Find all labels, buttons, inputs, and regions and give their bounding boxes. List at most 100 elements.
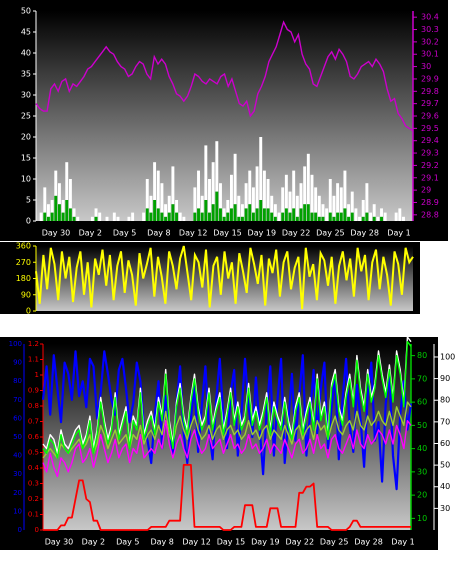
- gust-bar: [57, 183, 61, 221]
- chart1-left-tick-label: 45: [21, 28, 31, 37]
- gust-bar: [380, 208, 383, 221]
- chart3-left-inner-tick-label: 1.1: [28, 356, 39, 364]
- gust-bar: [350, 191, 354, 221]
- chart1-x-tick-label: Day 5: [113, 229, 136, 238]
- wind-bar: [361, 216, 365, 221]
- gust-bar: [365, 183, 369, 221]
- wind-bar: [171, 204, 175, 221]
- gust-bar: [277, 212, 281, 221]
- chart3-x-tick-label: Day 12: [182, 538, 211, 547]
- gust-bar: [292, 170, 296, 221]
- gust-bar: [255, 166, 259, 221]
- chart3-left-inner-tick-label: 0.1: [28, 511, 39, 519]
- wind-bar: [273, 216, 277, 221]
- chart3-right-inner-tick-label: 70: [417, 374, 427, 383]
- chart3-left-inner-tick-label: 0.5: [28, 449, 39, 457]
- rain-line: [43, 463, 411, 531]
- wind-bar: [219, 208, 222, 221]
- gust-bar: [288, 191, 292, 221]
- wind-bar: [244, 208, 248, 221]
- chart3-right-inner-tick-label: 30: [417, 467, 427, 476]
- chart3-left-inner-tick-label: 0.8: [28, 402, 39, 410]
- wind-bar: [255, 208, 259, 221]
- gust-bar: [131, 212, 135, 221]
- gust-bar: [65, 162, 69, 221]
- chart1-x-tick-label: Day 8: [147, 229, 170, 238]
- humidity-line: [41, 350, 413, 491]
- chart3-left-inner-tick-label: 0.3: [28, 480, 39, 488]
- wind-bar: [288, 212, 292, 221]
- chart1-x-tick-label: Day 22: [282, 229, 311, 238]
- gust-bar: [237, 195, 241, 221]
- gust-bar: [317, 195, 321, 221]
- chart1-right-tick-label: 29.4: [421, 136, 439, 145]
- wind-bar: [229, 208, 233, 221]
- wind-bar: [372, 216, 376, 221]
- gust-bar: [160, 183, 164, 221]
- gust-bar: [295, 195, 299, 221]
- chart1-x-tick-label: Day 25: [316, 229, 345, 238]
- wind-bar: [200, 212, 204, 221]
- gust-bar: [193, 187, 197, 221]
- wind-bar: [343, 208, 347, 221]
- chart3-right-inner-tick-label: 80: [417, 351, 427, 360]
- wind-bar: [350, 212, 354, 221]
- gust-bar: [175, 200, 179, 221]
- wind-bar: [50, 212, 54, 221]
- pressure-line: [35, 20, 414, 132]
- gust-bar: [394, 212, 398, 221]
- chart1-left-tick-label: 25: [21, 112, 31, 121]
- chart3-left-outer-tick-label: 40: [13, 452, 22, 460]
- wind-bar: [153, 200, 157, 221]
- wind-bar: [299, 208, 303, 221]
- chart1-right-tick-label: 29.3: [421, 149, 439, 158]
- chart3-x-tick-label: Day 30: [45, 538, 74, 547]
- chart1-x-tick-label: Day 19: [248, 229, 277, 238]
- gust-bar: [39, 212, 43, 221]
- gust-bar: [76, 216, 80, 221]
- chart3-left-outer-tick-label: 80: [13, 377, 22, 385]
- wind-bar: [347, 216, 351, 221]
- chart1-left-tick-label: 35: [21, 70, 31, 79]
- wind-bar: [222, 216, 226, 221]
- gust-bar: [226, 200, 230, 221]
- chart3-x-tick-label: Day 1: [391, 538, 414, 547]
- chart3-left-outer-tick-label: 10: [13, 507, 22, 515]
- chart2-left-tick-label: 180: [16, 274, 31, 283]
- wind-bar: [328, 212, 332, 221]
- gust-bar: [72, 208, 76, 221]
- wind-bar: [193, 212, 197, 221]
- wind-bar: [270, 212, 274, 221]
- gust-bar: [299, 183, 303, 221]
- gust-bar: [156, 170, 160, 221]
- chart1-left-tick-label: 5: [26, 196, 31, 205]
- chart3-x-tick-label: Day 22: [286, 538, 315, 547]
- gust-bar: [325, 208, 329, 221]
- gust-bar: [153, 162, 157, 221]
- gust-bar: [164, 204, 168, 221]
- gust-bar: [229, 174, 233, 221]
- chart3-left-outer-tick-label: 50: [13, 433, 22, 441]
- wind-bar: [204, 200, 208, 221]
- chart1-x-tick-label: Day 1: [387, 229, 410, 238]
- heatindex-line: [42, 336, 412, 454]
- chart3-right-outer-tick-label: 60: [440, 439, 450, 448]
- wind-bar: [292, 208, 296, 221]
- chart3-right-inner-tick-label: 60: [417, 398, 427, 407]
- chart1-left-tick-label: 30: [21, 91, 31, 100]
- chart1-left-tick-label: 15: [21, 154, 31, 163]
- chart3-x-tick-label: Day 25: [320, 538, 349, 547]
- chart3-left-outer-tick-label: 90: [13, 359, 22, 367]
- wind-bar: [226, 212, 230, 221]
- chart3-left-inner-tick-label: 1: [35, 371, 39, 379]
- gust-bar: [68, 179, 72, 221]
- wind-bar: [336, 212, 340, 221]
- wind-bar: [54, 195, 58, 221]
- gust-bar: [43, 187, 47, 221]
- gust-bar: [376, 216, 380, 221]
- gust-bar: [116, 216, 120, 221]
- wind-direction-chart: 0 90 180 270 360: [0, 242, 420, 316]
- gust-bar: [369, 212, 373, 221]
- chart1-x-tick-label: Day 2: [79, 229, 102, 238]
